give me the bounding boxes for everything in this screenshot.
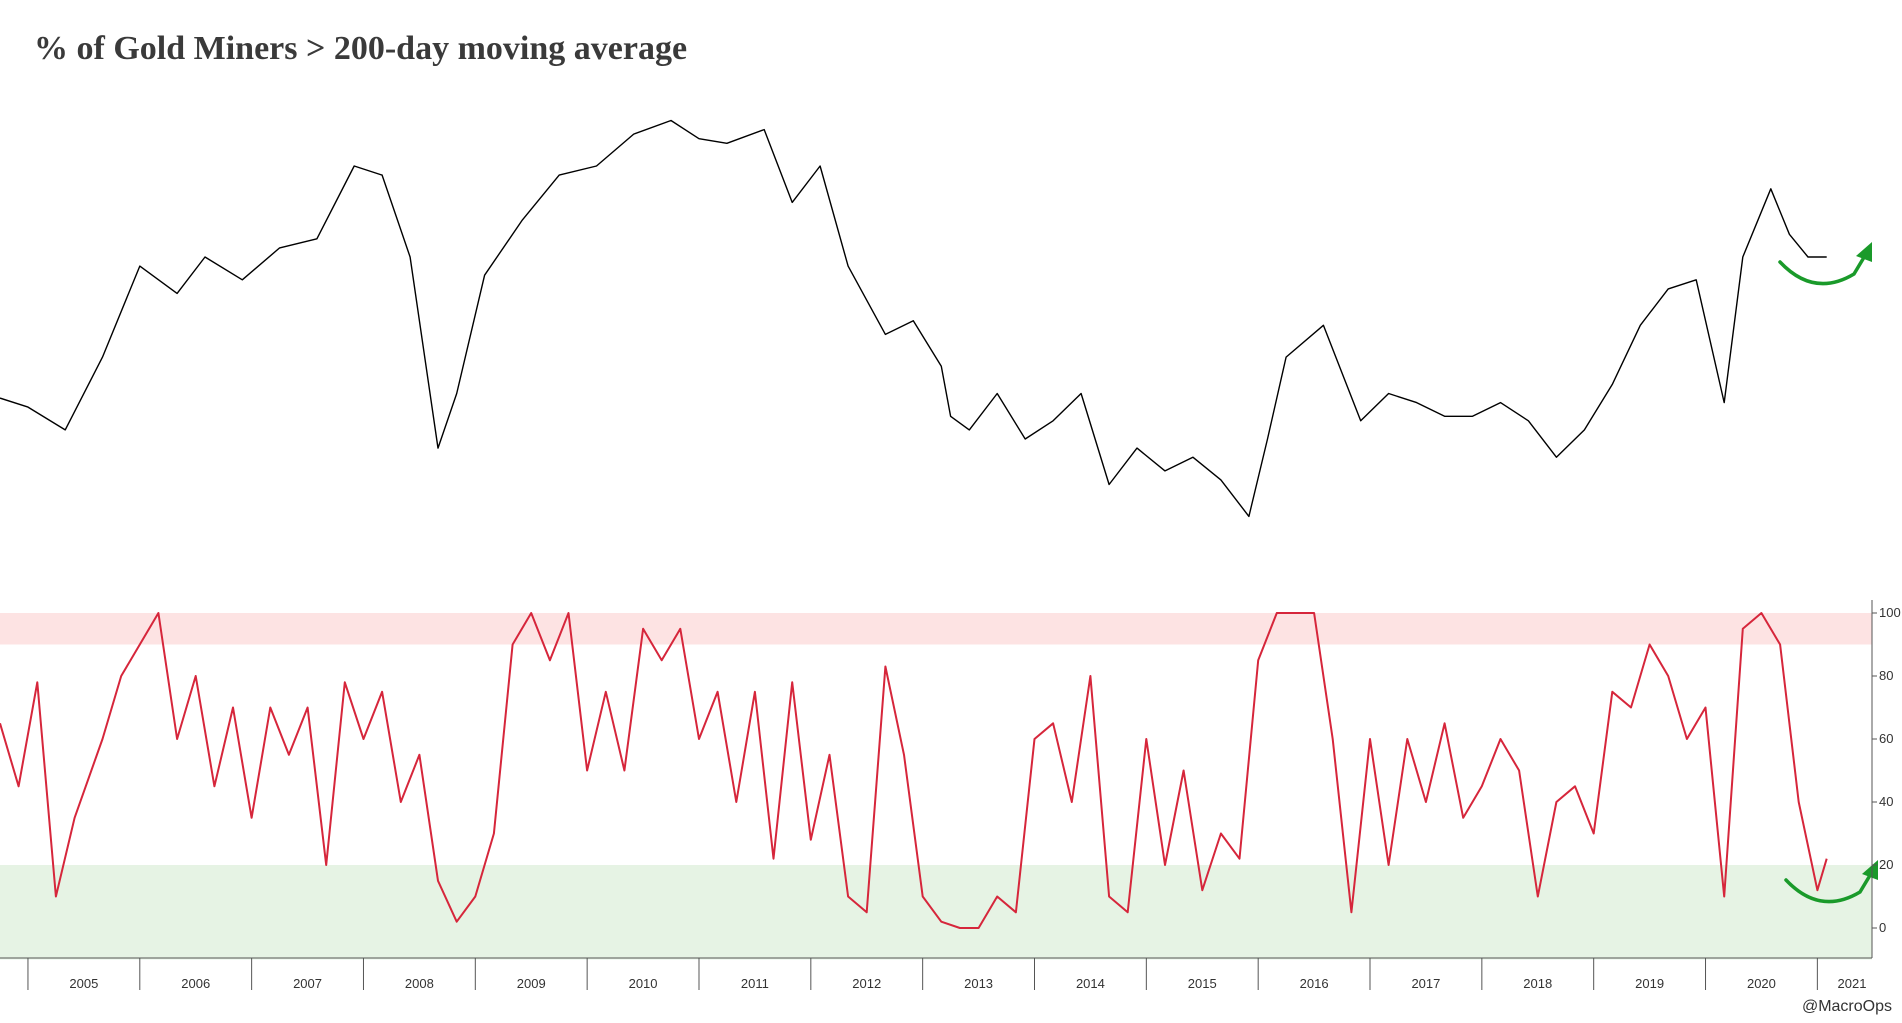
y-axis: 0 20 40 60 80 100: [1871, 600, 1901, 958]
x-year-label: 2013: [964, 976, 993, 991]
x-year-label: 2014: [1076, 976, 1105, 991]
band-layer: [0, 613, 1872, 960]
y-tick-label: 100: [1879, 605, 1901, 620]
x-year-label: 2009: [517, 976, 546, 991]
bottom-arrow-curve: [1784, 870, 1874, 904]
x-year-label: 2006: [181, 976, 210, 991]
x-axis: 2005 2006 2007 2008 2009 2010 2011 2012 2013 2014…: [0, 957, 1872, 991]
x-year-label: 2007: [293, 976, 322, 991]
top-series-layer: [0, 119, 1827, 518]
x-year-label: 2005: [69, 976, 98, 991]
top-arrow-curve: [1778, 252, 1868, 286]
y-tick-label: 80: [1879, 668, 1893, 683]
bottom-series-layer: [0, 612, 1828, 929]
top-arrow-head: [1856, 242, 1872, 262]
top-trend-arrow-icon: [1778, 242, 1872, 286]
x-year-label: 2020: [1747, 976, 1776, 991]
oversold-band: [0, 865, 1872, 960]
x-year-label: 2012: [852, 976, 881, 991]
y-tick-label: 20: [1879, 857, 1893, 872]
x-year-label: 2018: [1523, 976, 1552, 991]
top-price-panel: [0, 119, 1872, 518]
chart-title: % of Gold Miners > 200-day moving averag…: [34, 30, 687, 67]
overbought-band: [0, 613, 1872, 645]
top-series-line: [0, 119, 1827, 518]
y-tick-label: 60: [1879, 731, 1893, 746]
x-year-label: 2008: [405, 976, 434, 991]
bottom-breadth-panel: 0 20 40 60 80 100 2005 2006 2007 2008 2009 2010 201…: [0, 600, 1901, 991]
x-year-label: 2016: [1300, 976, 1329, 991]
x-year-label: 2021: [1838, 976, 1867, 991]
x-year-label: 2015: [1188, 976, 1217, 991]
y-tick-label: 0: [1879, 920, 1886, 935]
credit-label: @MacroOps: [1802, 998, 1892, 1015]
x-year-label: 2019: [1635, 976, 1664, 991]
x-year-label: 2011: [741, 976, 769, 991]
x-year-label: 2010: [629, 976, 658, 991]
x-year-label: 2017: [1411, 976, 1440, 991]
y-tick-label: 40: [1879, 794, 1893, 809]
bottom-series-line: [0, 612, 1828, 929]
